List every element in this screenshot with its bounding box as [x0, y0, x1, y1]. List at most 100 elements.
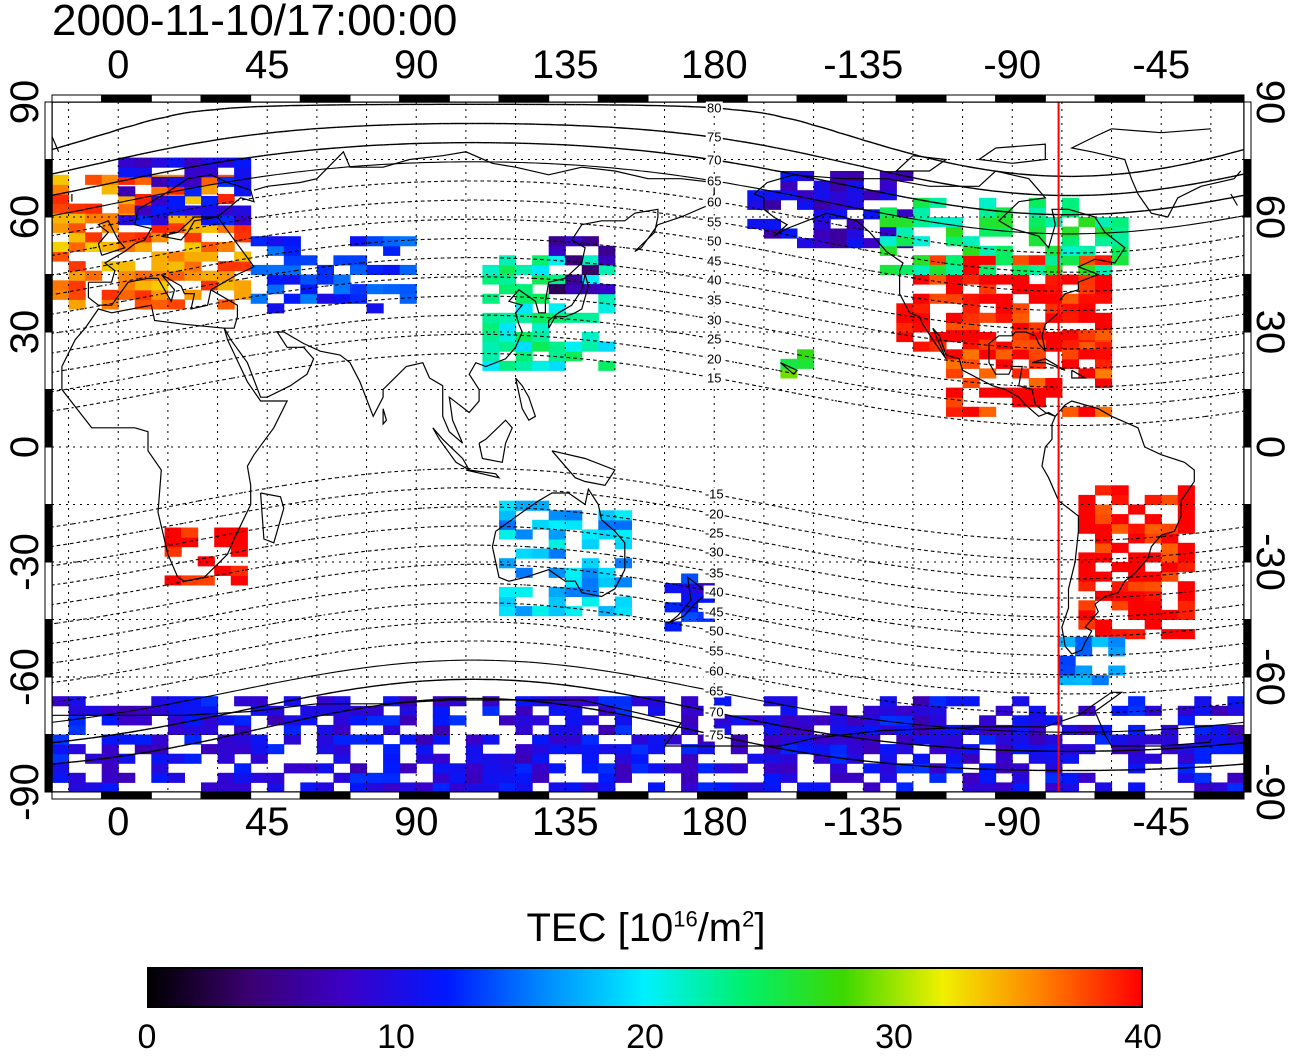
tec-pixel	[449, 696, 467, 707]
contour-segment	[1164, 419, 1172, 422]
contour-segment	[846, 363, 854, 366]
contour-segment	[177, 523, 182, 525]
contour-segment	[316, 595, 324, 598]
contour-segment	[257, 664, 265, 667]
tec-pixel	[482, 274, 500, 285]
tec-pixel	[167, 251, 185, 262]
contour-segment	[727, 321, 735, 324]
tec-pixel	[316, 724, 334, 735]
contour-segment	[310, 557, 317, 560]
contour-segment	[694, 490, 702, 493]
contour-segment	[767, 523, 774, 526]
contour-segment	[541, 662, 549, 665]
tec-pixel	[548, 236, 566, 247]
contour-segment	[820, 754, 827, 757]
contour-segment	[654, 483, 662, 486]
tec-pixel	[1078, 341, 1096, 352]
contour-segment	[846, 557, 854, 560]
contour-segment	[747, 364, 755, 367]
contour-segment	[224, 691, 229, 694]
contour-segment	[972, 689, 980, 692]
contour-segment	[641, 520, 649, 523]
contour-segment	[349, 494, 357, 496]
contour-segment	[866, 738, 874, 741]
tec-pixel	[333, 274, 351, 285]
tec-pixel	[962, 753, 980, 764]
contour-segment	[1237, 603, 1244, 606]
tec-pixel	[184, 705, 202, 716]
contour-segment	[270, 681, 278, 685]
contour-segment	[250, 314, 258, 318]
contour-segment	[85, 558, 92, 562]
contour-segment	[316, 498, 324, 501]
contour-segment	[681, 565, 688, 568]
contour-segment	[786, 749, 794, 752]
contour-segment	[879, 621, 887, 624]
contour-segment	[251, 606, 258, 609]
contour-segment	[570, 607, 576, 610]
contour-segment	[793, 333, 801, 337]
contour-segment	[85, 656, 92, 659]
tec-pixel	[1028, 322, 1046, 333]
contour-segment	[575, 299, 582, 302]
contour-segment	[813, 590, 821, 593]
contour-segment	[647, 618, 655, 621]
contour-segment	[694, 373, 702, 377]
contour-segment	[853, 519, 860, 522]
contour-segment	[178, 659, 185, 663]
tec-pixel	[1144, 619, 1162, 630]
contour-segment	[52, 700, 59, 703]
tec-pixel	[1095, 358, 1113, 369]
tec-pixel	[548, 744, 566, 755]
tec-pixel	[151, 222, 169, 233]
contour-segment	[753, 345, 760, 348]
contour-segment	[71, 367, 79, 370]
contour-segment	[363, 706, 371, 709]
tec-pixel	[85, 203, 103, 214]
tec-pixel	[214, 565, 232, 576]
contour-segment	[303, 577, 311, 580]
tec-pixel	[465, 734, 483, 745]
contour-segment	[323, 304, 331, 307]
contour-segment	[356, 647, 364, 650]
contour-segment	[1197, 531, 1205, 534]
contour-segment	[369, 299, 377, 302]
tec-pixel	[780, 358, 798, 369]
contour-segment	[343, 533, 351, 536]
contour-segment	[648, 638, 655, 641]
contour-segment	[965, 573, 973, 576]
contour-segment	[892, 642, 900, 645]
contour-segment	[409, 546, 417, 548]
contour-segment	[859, 598, 867, 601]
tec-pixel	[383, 236, 401, 247]
contour-segment	[98, 674, 106, 677]
coastline	[551, 450, 616, 486]
contour-segment	[661, 722, 669, 726]
contour-segment	[906, 547, 913, 550]
tec-pixel	[1128, 724, 1146, 735]
tec-pixel	[929, 715, 947, 726]
tec-pixel	[714, 763, 732, 774]
tec-pixel	[267, 705, 285, 716]
contour-segment	[886, 583, 894, 586]
contour-segment	[899, 742, 907, 745]
contour-segment	[98, 556, 106, 559]
contour-segment	[257, 488, 264, 491]
contour-segment	[343, 282, 351, 285]
contour-segment	[290, 599, 294, 602]
contour-segment	[164, 622, 172, 626]
contour-segment	[1217, 723, 1225, 726]
contour-segment	[1217, 394, 1225, 397]
contour-segment	[363, 588, 370, 591]
contour-segment	[634, 655, 642, 658]
contour-segment	[780, 663, 788, 666]
contour-segment	[813, 610, 821, 613]
contour-segment	[237, 336, 245, 339]
contour-segment	[747, 325, 755, 328]
tec-pixel	[548, 596, 566, 607]
contour-segment	[336, 611, 344, 614]
contour-segment	[349, 571, 357, 574]
contour-segment	[91, 383, 99, 386]
contour-segment	[52, 564, 59, 567]
contour-segment	[363, 280, 370, 283]
